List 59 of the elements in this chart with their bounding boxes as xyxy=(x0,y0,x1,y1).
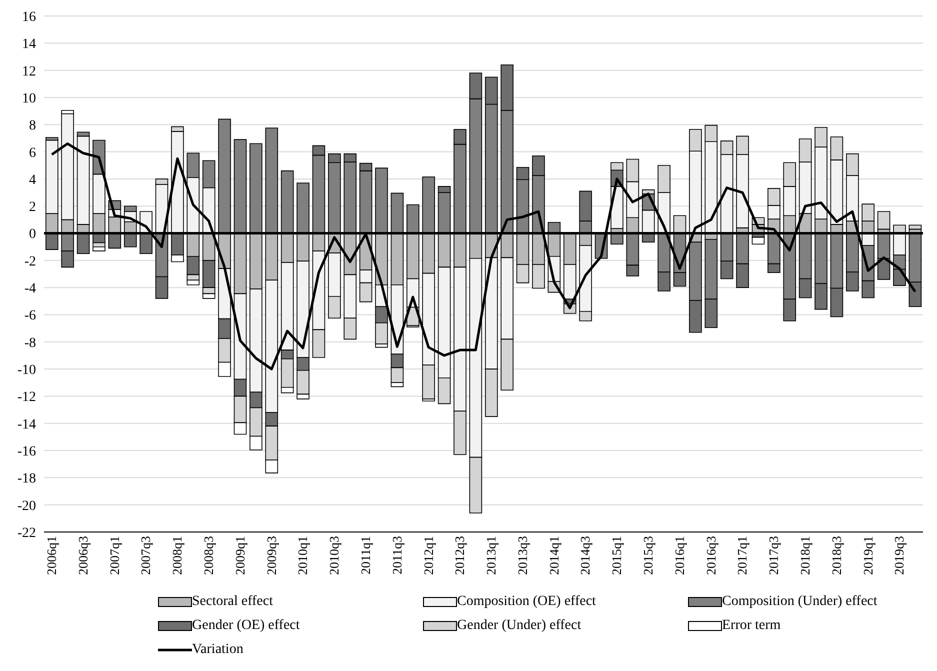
y-tick-label: -20 xyxy=(17,498,36,514)
x-tick-label: 2011q1 xyxy=(358,536,374,575)
x-tick-label: 2014q3 xyxy=(578,536,593,575)
x-tick-label: 2007q3 xyxy=(138,536,154,575)
x-tick-label: 2019q3 xyxy=(892,536,907,575)
y-tick-label: -8 xyxy=(24,336,36,351)
x-tick-label: 2010q3 xyxy=(326,536,342,575)
y-tick-label: 16 xyxy=(22,10,36,25)
legend-label: Composition (OE) effect xyxy=(457,594,596,610)
x-tick-label: 2018q1 xyxy=(798,536,813,575)
x-tick-label: 2016q3 xyxy=(703,536,718,575)
x-tick-label: 2008q3 xyxy=(201,536,216,575)
y-tick-label: 12 xyxy=(22,64,36,80)
x-tick-label: 2009q1 xyxy=(232,536,248,575)
legend-label: Sectoral effect xyxy=(192,594,273,610)
x-tick-label: 2012q1 xyxy=(420,536,436,575)
x-tick-label: 2016q1 xyxy=(672,536,687,575)
x-tick-label: 2019q1 xyxy=(860,536,876,575)
y-tick-label: 10 xyxy=(22,91,36,106)
x-tick-label: 2017q3 xyxy=(766,536,782,575)
x-tick-label: 2008q1 xyxy=(170,536,185,575)
y-tick-label: 2 xyxy=(29,200,36,216)
legend-label: Variation xyxy=(192,642,244,658)
x-tick-label: 2013q3 xyxy=(514,536,530,575)
x-tick-label: 2011q3 xyxy=(389,536,404,575)
y-tick-label: -10 xyxy=(17,363,36,378)
x-tick-label: 2012q3 xyxy=(452,536,468,575)
bar xyxy=(92,246,106,252)
bar xyxy=(908,224,922,230)
y-tick-label: 6 xyxy=(29,146,36,161)
x-tick-label: 2006q3 xyxy=(75,536,90,575)
x-tick-label: 2018q3 xyxy=(828,536,844,575)
bar xyxy=(877,211,890,230)
y-tick-label: -14 xyxy=(17,417,36,432)
x-tick-label: 2015q1 xyxy=(609,536,624,575)
x-tick-label: 2013q1 xyxy=(484,536,499,575)
y-tick-label: -12 xyxy=(17,390,36,406)
legend-label: Gender (Under) effect xyxy=(457,618,582,634)
y-tick-label: -6 xyxy=(24,308,36,324)
y-tick-label: 0 xyxy=(29,227,36,242)
y-tick-label: 4 xyxy=(29,172,36,188)
y-tick-label: -22 xyxy=(17,526,36,541)
x-tick-label: 2007q1 xyxy=(106,536,122,575)
x-tick-label: 2010q1 xyxy=(295,536,310,575)
x-tick-label: 2009q3 xyxy=(264,536,279,575)
legend-label: Composition (Under) effect xyxy=(722,594,878,610)
y-tick-label: -4 xyxy=(24,282,36,297)
legend-label: Gender (OE) effect xyxy=(192,618,300,634)
bar xyxy=(752,236,765,245)
x-tick-label: 2015q3 xyxy=(640,536,656,575)
y-tick-label: 14 xyxy=(22,37,36,52)
y-tick-label: 8 xyxy=(29,118,36,134)
x-tick-label: 2006q1 xyxy=(44,536,60,575)
y-tick-label: -16 xyxy=(17,444,36,460)
legend-label: Error term xyxy=(722,618,781,634)
y-tick-label: -18 xyxy=(17,472,36,487)
x-tick-label: 2014q1 xyxy=(546,536,562,575)
y-tick-label: -2 xyxy=(24,254,36,270)
x-tick-label: 2017q1 xyxy=(734,536,750,575)
